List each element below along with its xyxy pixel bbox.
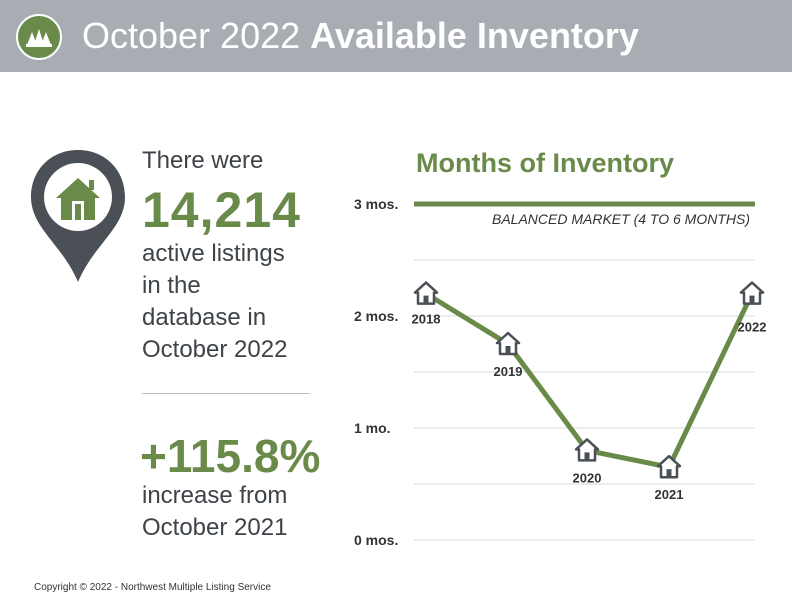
listings-count: 14,214 [142,182,301,238]
house-icon [574,438,600,462]
house-icon [656,454,682,479]
y-tick-label: 0 mos. [354,532,398,548]
page-title: October 2022 Available Inventory [82,14,639,58]
section-divider [142,393,310,394]
house-icon-body [739,281,765,305]
listings-description: active listings in the database in Octob… [142,238,322,366]
house-icon-body [656,454,682,479]
change-description: increase from October 2021 [142,480,332,544]
balanced-market-label: BALANCED MARKET (4 TO 6 MONTHS) [492,211,750,227]
house-icon-body [495,331,521,356]
house-icon-door [749,295,755,304]
house-icon-body [574,438,600,462]
point-label-year: 2021 [655,487,684,502]
months-of-inventory-chart: BALANCED MARKET (4 TO 6 MONTHS) 0 mos. 1 … [340,185,780,555]
intro-text: There were [142,147,264,174]
y-tick-label: 2 mos. [354,308,398,324]
listings-desc-line: active listings [142,240,285,267]
house-icon [495,331,521,356]
y-tick-label: 1 mo. [354,420,391,436]
change-desc-line: increase from [142,482,288,509]
house-map-pin-icon [28,148,128,284]
listings-desc-line: October 2022 [142,336,288,363]
chart-svg: BALANCED MARKET (4 TO 6 MONTHS) 0 mos. 1 … [354,196,767,548]
change-desc-line: October 2021 [142,514,288,541]
change-percentage: +115.8% [140,430,321,482]
trees-logo-icon [16,14,62,60]
listings-desc-line: database in [142,304,267,331]
house-icon-door [666,469,672,478]
house-icon [413,281,439,305]
page-title-topic: Available Inventory [310,15,639,56]
point-label-year: 2019 [494,364,523,379]
header-banner: October 2022 Available Inventory [0,0,792,72]
y-tick-label: 3 mos. [354,196,398,212]
point-label-year: 2022 [738,320,767,335]
house-icon-door [584,452,590,461]
copyright-text: Copyright © 2022 - Northwest Multiple Li… [34,582,271,593]
chart-title: Months of Inventory [416,148,674,178]
point-label-year: 2020 [573,470,602,485]
house-icon-door [505,346,511,354]
house-icon-body [413,281,439,305]
page-title-month: October 2022 [82,15,301,56]
house-icon [739,281,765,305]
house-icon-door [423,295,429,304]
listings-desc-line: in the [142,272,201,299]
point-label-year: 2018 [412,312,441,327]
